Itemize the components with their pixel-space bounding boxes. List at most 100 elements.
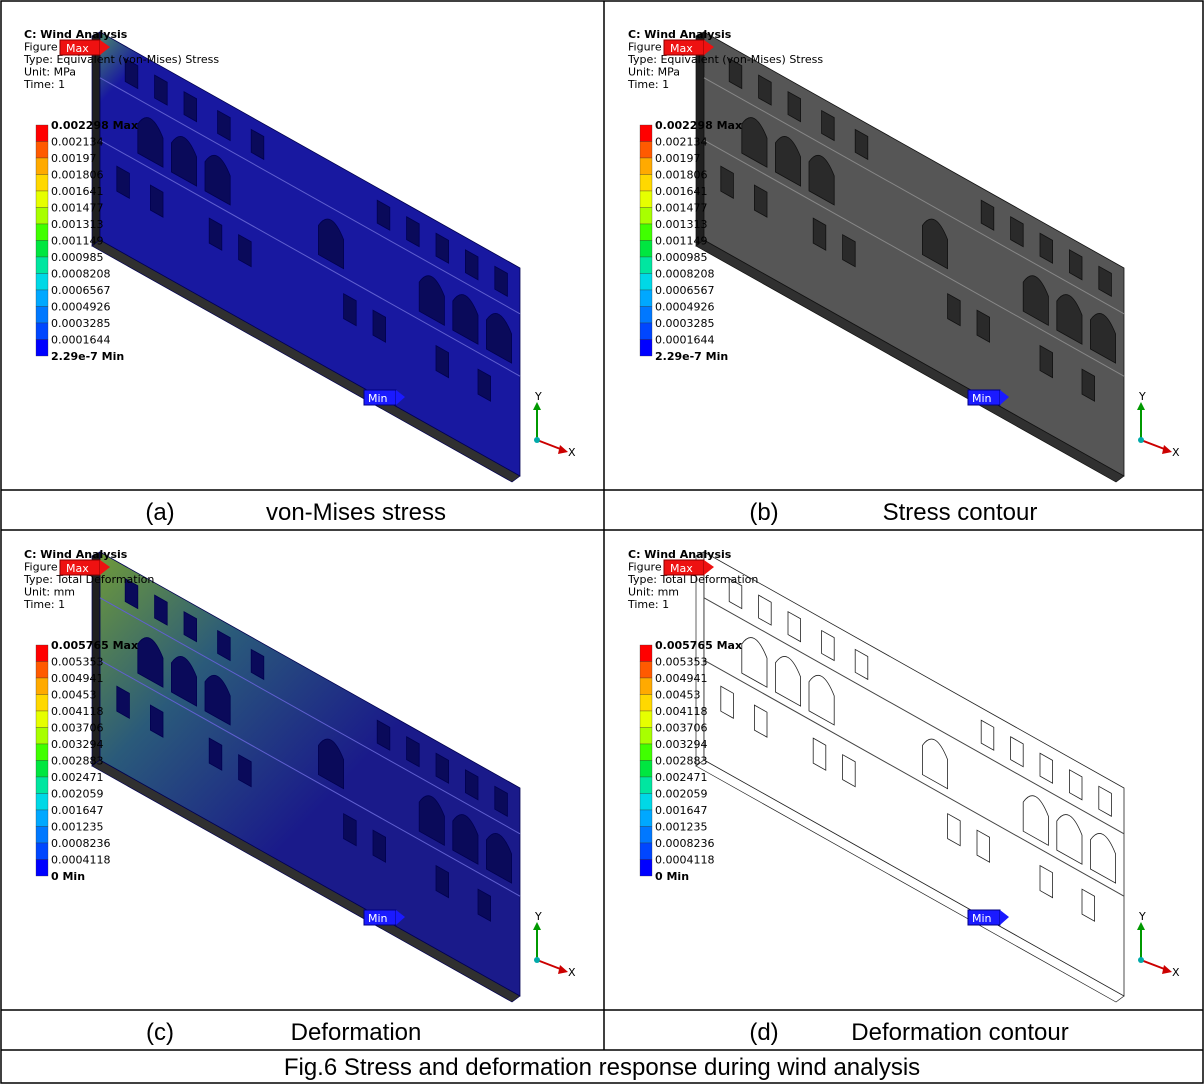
legend-label: 0.003706 bbox=[51, 722, 104, 735]
legend-swatch bbox=[640, 125, 652, 142]
legend-label: 0.005353 bbox=[655, 656, 708, 669]
legend-label: 0.002059 bbox=[655, 788, 708, 801]
legend-label: 0.001149 bbox=[655, 235, 708, 248]
legend-label: 0.004118 bbox=[655, 705, 708, 718]
legend-label: 0.0008236 bbox=[655, 837, 715, 850]
legend-label: 0.0006567 bbox=[655, 284, 715, 297]
axis-x bbox=[537, 960, 563, 970]
header-line: C: Wind Analysis bbox=[24, 548, 128, 561]
legend-swatch bbox=[36, 158, 48, 175]
min-label: Min bbox=[972, 392, 992, 405]
legend-label: 0.000985 bbox=[655, 251, 708, 264]
legend-label: 0.0004118 bbox=[655, 854, 715, 867]
axis-x-head bbox=[1162, 445, 1172, 454]
legend-label: 0.0004926 bbox=[51, 301, 111, 314]
min-label: Min bbox=[368, 392, 388, 405]
axis-x-label: X bbox=[568, 446, 576, 459]
caption-text: Deformation contour bbox=[851, 1019, 1068, 1046]
legend-swatch bbox=[36, 695, 48, 712]
axis-x-label: X bbox=[1172, 966, 1180, 979]
header-line: Time: 1 bbox=[627, 78, 669, 91]
caption-text: Deformation bbox=[291, 1019, 422, 1046]
min-label: Min bbox=[368, 912, 388, 925]
legend-swatch bbox=[640, 307, 652, 324]
header-line: Unit: MPa bbox=[24, 66, 76, 79]
legend-swatch bbox=[36, 224, 48, 241]
legend-label: 0.003294 bbox=[655, 738, 708, 751]
legend-swatch bbox=[640, 191, 652, 208]
legend-label: 0.001647 bbox=[51, 804, 104, 817]
caption-letter: (c) bbox=[146, 1019, 174, 1046]
legend-swatch bbox=[36, 257, 48, 274]
legend-label: 0.004941 bbox=[51, 672, 104, 685]
legend-label: 0.004118 bbox=[51, 705, 104, 718]
legend-swatch bbox=[640, 340, 652, 357]
axis-y-label: Y bbox=[1138, 910, 1146, 923]
legend-swatch bbox=[36, 274, 48, 291]
legend-label: 0.002134 bbox=[655, 136, 708, 149]
legend-label: 0.001641 bbox=[655, 185, 708, 198]
legend-label: 0.001641 bbox=[51, 185, 104, 198]
axis-x bbox=[1141, 440, 1167, 450]
legend-swatch bbox=[640, 777, 652, 794]
header-line: Unit: mm bbox=[24, 586, 75, 599]
legend-label: 0.002298 Max bbox=[655, 119, 742, 132]
legend-swatch bbox=[640, 678, 652, 695]
legend-swatch bbox=[640, 290, 652, 307]
legend-label: 0.00197 bbox=[51, 152, 97, 165]
legend-swatch bbox=[640, 323, 652, 340]
legend-label: 0.00197 bbox=[655, 152, 701, 165]
legend-label: 0.001235 bbox=[51, 821, 104, 834]
axis-y-label: Y bbox=[534, 910, 542, 923]
panel: C: Wind AnalysisFigureType: Equivalent (… bbox=[627, 28, 1180, 482]
legend-swatch bbox=[640, 794, 652, 811]
legend-swatch bbox=[36, 241, 48, 258]
legend-label: 0.0003285 bbox=[655, 317, 715, 330]
legend-label: 0.00453 bbox=[51, 689, 97, 702]
header-line: Figure bbox=[24, 561, 58, 574]
legend-label: 0.0003285 bbox=[51, 317, 111, 330]
legend-label: 0.004941 bbox=[655, 672, 708, 685]
header-line: Unit: mm bbox=[628, 586, 679, 599]
header-line: C: Wind Analysis bbox=[628, 548, 732, 561]
axis-x-label: X bbox=[1172, 446, 1180, 459]
legend-label: 0.005765 Max bbox=[655, 639, 742, 652]
axis-origin bbox=[534, 957, 540, 963]
header-line: Time: 1 bbox=[23, 598, 65, 611]
legend-swatch bbox=[36, 142, 48, 159]
legend-swatch bbox=[640, 208, 652, 225]
caption-text: Stress contour bbox=[883, 499, 1038, 526]
legend-swatch bbox=[640, 843, 652, 860]
legend-swatch bbox=[640, 645, 652, 662]
legend-label: 0.000985 bbox=[51, 251, 104, 264]
legend-swatch bbox=[36, 843, 48, 860]
legend-swatch bbox=[640, 827, 652, 844]
header-line: C: Wind Analysis bbox=[628, 28, 732, 41]
legend-swatch bbox=[36, 125, 48, 142]
legend-label: 0.005353 bbox=[51, 656, 104, 669]
axis-x-head bbox=[558, 965, 568, 974]
axis-y-label: Y bbox=[534, 390, 542, 403]
header-line: Unit: MPa bbox=[628, 66, 680, 79]
axis-x bbox=[1141, 960, 1167, 970]
header-line: Type: Equivalent (von-Mises) Stress bbox=[627, 53, 823, 66]
legend-label: 0.0004926 bbox=[655, 301, 715, 314]
caption-text: von-Mises stress bbox=[266, 499, 446, 526]
legend-label: 0.001806 bbox=[655, 169, 708, 182]
legend-swatch bbox=[640, 761, 652, 778]
legend-label: 0 Min bbox=[655, 870, 689, 883]
legend-swatch bbox=[640, 175, 652, 192]
legend-swatch bbox=[36, 208, 48, 225]
legend-label: 0.002059 bbox=[51, 788, 104, 801]
caption-letter: (d) bbox=[749, 1019, 778, 1046]
legend-swatch bbox=[640, 711, 652, 728]
axis-y-head bbox=[1137, 922, 1145, 930]
axis-origin bbox=[534, 437, 540, 443]
header-line: Time: 1 bbox=[23, 78, 65, 91]
legend-swatch bbox=[36, 662, 48, 679]
legend-swatch bbox=[36, 645, 48, 662]
header-line: Figure bbox=[628, 41, 662, 54]
figure: Fig.6 Stress and deformation response du… bbox=[0, 0, 1204, 1084]
